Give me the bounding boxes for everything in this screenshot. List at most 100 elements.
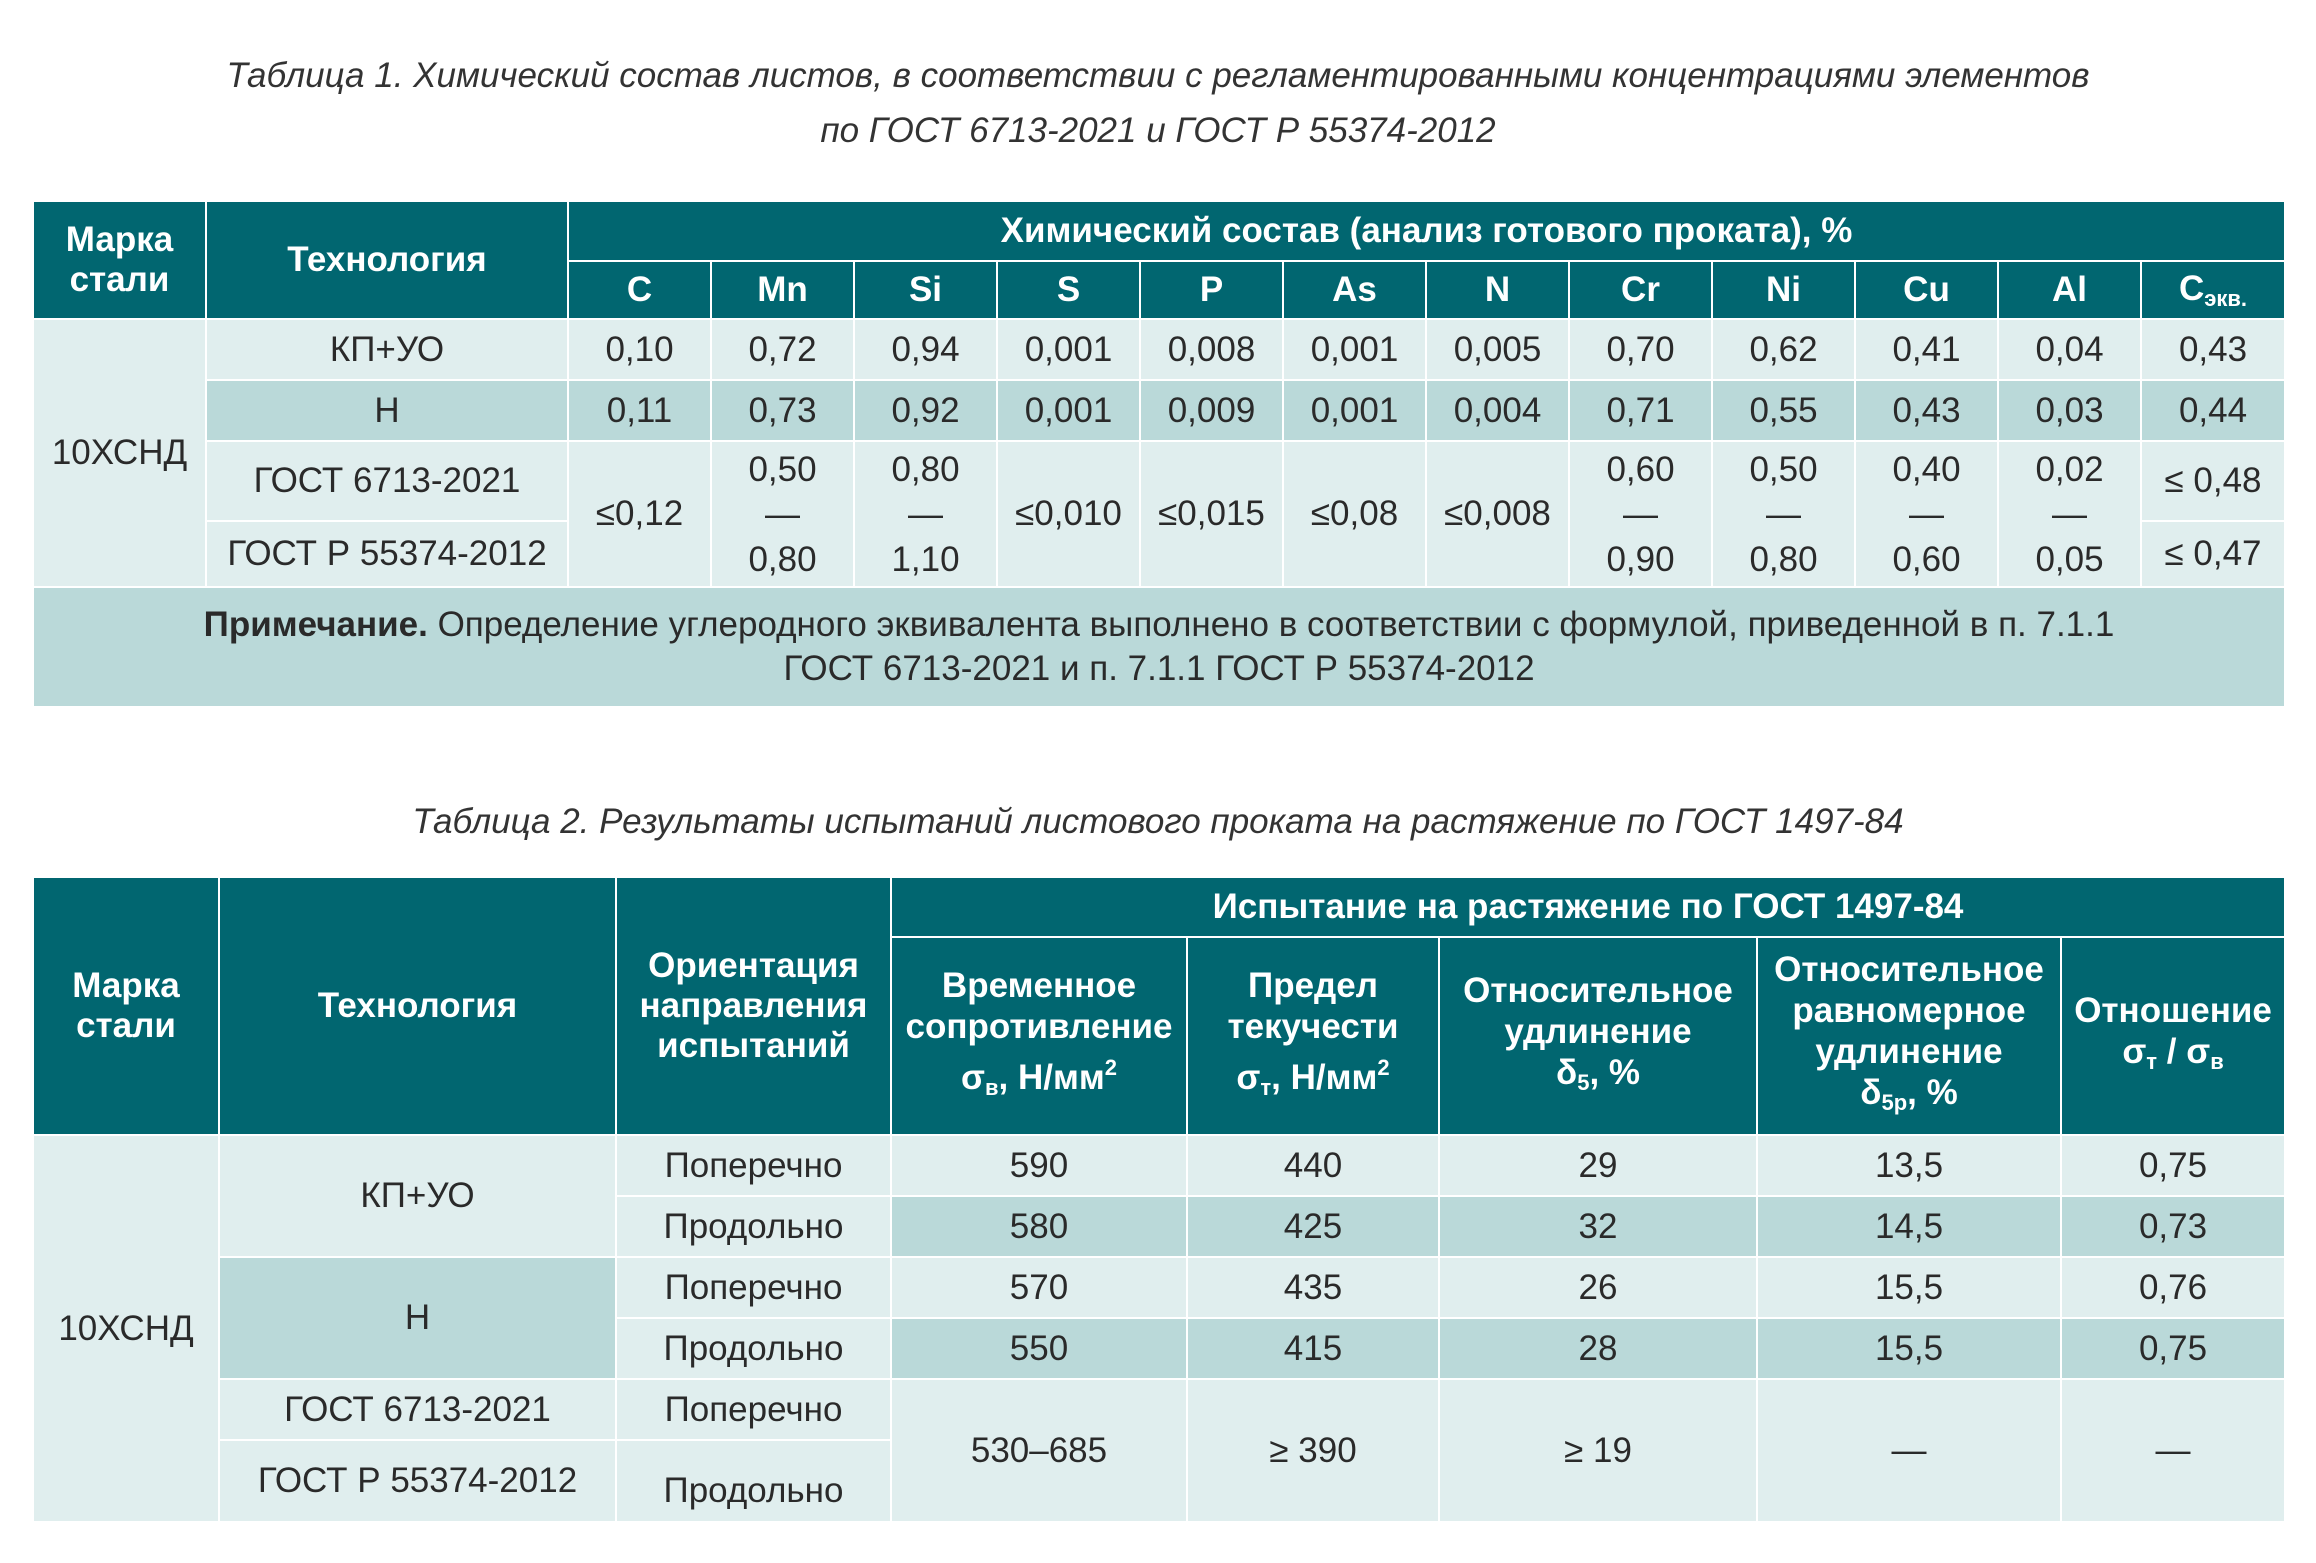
subscript: т [2146,1049,2158,1074]
table-row: ГОСТ 6713-2021 ≤0,12 0,50 — 0,80 0,80 — 1,10… [33,440,2286,588]
header-uniform-elongation: Относительное равномерное удлинение δ5р,… [1756,936,2062,1136]
table-row: 10ХСНД КП+УО 0,10 0,72 0,94 0,001 0,008 … [32,318,2286,588]
value-cell: 0,43 [1854,379,1999,442]
value-cell: ≤ 0,48 [2140,440,2286,522]
sigma-symbol: σ [961,1057,985,1097]
orientation-cell: Продольно [615,1195,892,1258]
header-element: Cu [1854,260,1999,320]
header-grade: Марка стали [32,200,207,320]
value-cell: 0,71 [1568,379,1713,442]
range-min: 0,50 [748,449,817,489]
tech-cell: ГОСТ Р 55374-2012 [218,1439,617,1523]
header-technology: Технология [218,876,617,1136]
table-row: 10ХСНД КП+УО Поперечно 590 440 29 13,5 0… [32,1134,2287,1523]
header-ceq: Cэкв. [2140,260,2286,320]
header-line: Предел [1248,965,1378,1005]
orientation-cell: Поперечно [615,1134,892,1197]
ceq-symbol: C [2178,268,2205,308]
range-max: 0,90 [1606,539,1675,579]
header-symbol-line: δ5р, % [1759,1072,2059,1123]
table1-caption-line1: Таблица 1. Химический состав листов, в с… [226,56,2090,95]
header-line: удлинение [1504,1011,1692,1051]
unit-label: , Н/мм [998,1057,1105,1097]
header-grade: Марка стали [32,876,220,1136]
value-cell: 0,41 [1854,318,1999,381]
range-max: 0,80 [1749,539,1818,579]
range-max: 0,05 [2035,539,2104,579]
subscript: т [1260,1074,1272,1100]
tech-cell: ГОСТ 6713-2021 [205,440,569,522]
value-cell: 14,5 [1756,1195,2062,1258]
value-cell: ≤0,008 [1425,440,1570,588]
value-cell: 425 [1186,1195,1440,1258]
sigma-symbol: σ [1236,1057,1261,1097]
table-row: Продольно 550 415 28 15,5 0,75 [33,1317,2287,1380]
header-composition: Химический состав (анализ готового прока… [567,200,2286,262]
value-cell: 0,44 [2140,379,2286,442]
superscript: 2 [1104,1054,1117,1080]
value-cell: 28 [1438,1317,1758,1380]
header-element: Al [1997,260,2142,320]
value-cell: 0,73 [2059,1195,2287,1258]
note-text: ГОСТ 6713-2021 и п. 7.1.1 ГОСТ Р 55374-2… [783,649,1535,688]
header-line: Относительное [1774,950,2044,989]
value-cell: 0,92 [853,379,998,442]
range-min: 0,80 [891,449,960,489]
orientation-cell: Продольно [615,1439,892,1523]
header-symbol-line: σт, Н/мм2 [1189,1047,1437,1108]
value-cell: 0,005 [1425,318,1570,381]
header-element: Ni [1711,260,1856,320]
tensile-test-table: Марка стали Технология Ориентация направ… [32,876,2287,1523]
header-orientation: Ориентация направления испытаний [615,876,892,1136]
header-ultimate-strength: Временное сопротивление σв, Н/мм2 [890,936,1188,1136]
header-line: равномерное [1792,991,2026,1030]
range-cell: 0,50 — 0,80 [1711,440,1856,588]
subscript: 5 [1577,1069,1590,1095]
value-cell: 0,76 [2059,1256,2287,1319]
grade-cell: 10ХСНД [32,1134,220,1523]
header-symbol-line: δ5, % [1441,1052,1755,1103]
range-min: 0,02 [2035,449,2104,489]
value-cell: 550 [890,1317,1188,1380]
header-element: N [1425,260,1570,320]
header-element: Mn [710,260,855,320]
value-cell: 29 [1438,1134,1758,1197]
range-cell: 0,60 — 0,90 [1568,440,1713,588]
value-cell: 530–685 [890,1378,1188,1523]
note-label: Примечание. [203,605,428,644]
header-yield-strength: Предел текучести σт, Н/мм2 [1186,936,1440,1136]
table-row: Н Поперечно 570 435 26 15,5 0,76 [33,1256,2287,1380]
value-cell: 0,70 [1568,318,1713,381]
value-cell: ≤0,015 [1139,440,1284,588]
value-cell: ≥ 390 [1186,1378,1440,1523]
value-cell: 0,75 [2059,1134,2287,1197]
value-cell: ≤ 0,47 [2140,520,2286,588]
value-cell: 0,001 [996,318,1141,381]
value-cell: 0,72 [710,318,855,381]
header-element: As [1282,260,1427,320]
value-cell: 0,001 [996,379,1141,442]
ratio-separator: / σ [2157,1032,2211,1071]
value-cell: ≤0,08 [1282,440,1427,588]
value-cell: ≤0,12 [567,440,712,588]
value-cell: 0,10 [567,318,712,381]
header-element: P [1139,260,1284,320]
header-technology: Технология [205,200,569,320]
table-row: ГОСТ Р 55374-2012 ≤ 0,47 [33,520,2286,588]
unit-label: , Н/мм [1271,1057,1378,1097]
range-cell: 0,50 — 0,80 [710,440,855,588]
value-cell: 580 [890,1195,1188,1258]
tech-cell: Н [218,1256,617,1380]
range-min: 0,60 [1606,449,1675,489]
unit-label: , % [1589,1052,1641,1092]
value-cell: 440 [1186,1134,1440,1197]
range-max: 0,60 [1892,539,1961,579]
value-cell: 0,94 [853,318,998,381]
value-cell: — [1756,1378,2062,1523]
range-cell: 0,80 — 1,10 [853,440,998,588]
table-note-row: Примечание. Определение углеродного экви… [32,586,2286,708]
tech-cell: ГОСТ Р 55374-2012 [205,520,569,588]
note-text: Определение углеродного эквивалента выпо… [427,605,2115,644]
value-cell: 0,008 [1139,318,1284,381]
grade-cell: 10ХСНД [32,318,207,588]
